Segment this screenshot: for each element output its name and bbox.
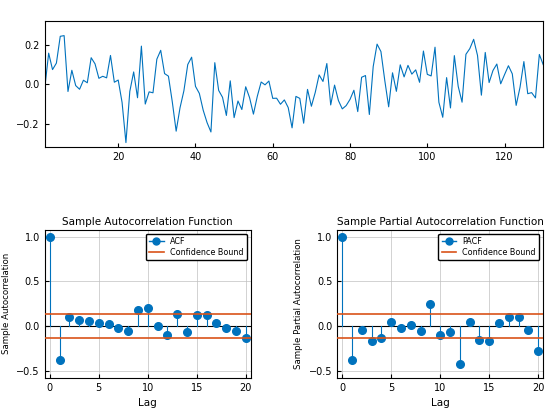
- X-axis label: Lag: Lag: [138, 399, 157, 408]
- Legend: ACF, Confidence Bound: ACF, Confidence Bound: [146, 234, 247, 260]
- Y-axis label: Sample Partial Autocorrelation: Sample Partial Autocorrelation: [295, 238, 304, 369]
- X-axis label: Lag: Lag: [431, 399, 450, 408]
- Legend: PACF, Confidence Bound: PACF, Confidence Bound: [438, 234, 539, 260]
- Title: Sample Partial Autocorrelation Function: Sample Partial Autocorrelation Function: [337, 218, 544, 227]
- Y-axis label: Sample Autocorrelation: Sample Autocorrelation: [2, 253, 11, 354]
- Title: Sample Autocorrelation Function: Sample Autocorrelation Function: [63, 218, 233, 227]
